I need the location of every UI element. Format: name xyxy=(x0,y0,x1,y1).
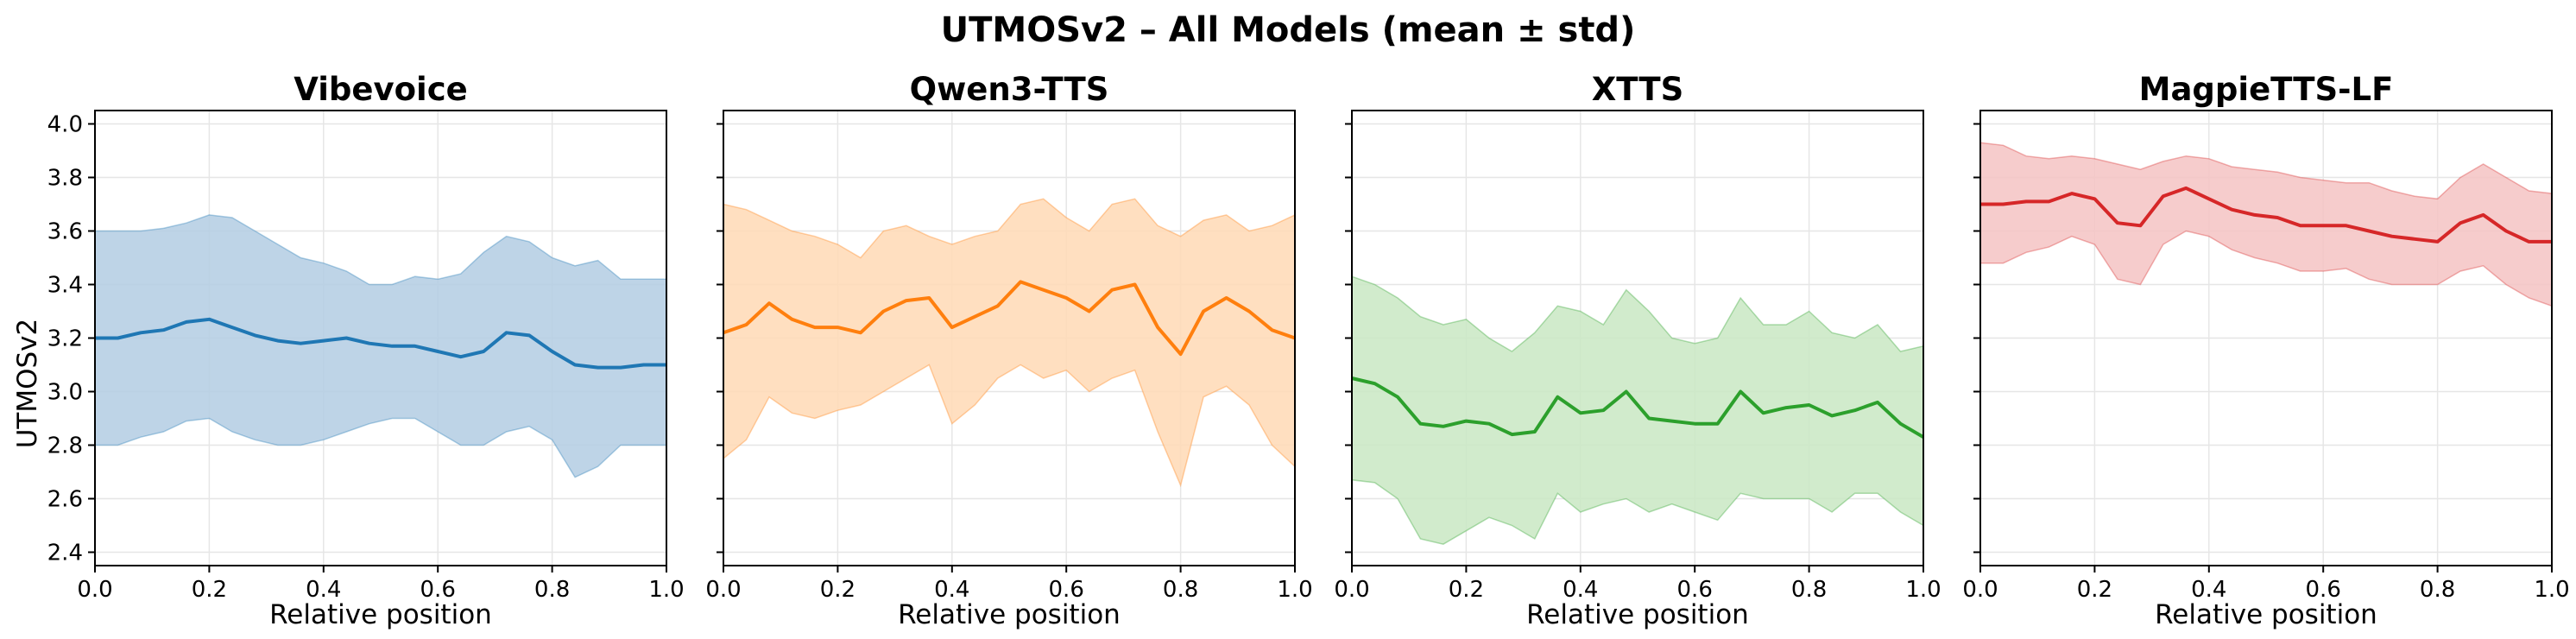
mean-line xyxy=(723,280,1296,357)
x-tick-label: 0.8 xyxy=(2420,577,2455,603)
subplot-title: Vibevoice xyxy=(294,71,468,108)
x-tick-label: 0.6 xyxy=(1677,577,1713,603)
y-tick-label: 3.6 xyxy=(47,219,83,245)
x-tick-label: 0.0 xyxy=(1962,577,1998,603)
x-axis-label: Relative position xyxy=(1526,599,1749,630)
subplots: Vibevoice 0.0 0.2 0.4 0.6 0.8 1.0 Relative posi… xyxy=(47,71,2570,630)
x-tick-label: 0.8 xyxy=(1163,577,1198,603)
y-tick-label: 3.2 xyxy=(47,326,83,352)
x-tick-label: 0.0 xyxy=(1334,577,1369,603)
x-tick-label: 0.2 xyxy=(1449,577,1484,603)
x-tick-label: 0.2 xyxy=(2077,577,2112,603)
x-tick-label: 0.6 xyxy=(2306,577,2341,603)
y-tick-label: 4.0 xyxy=(47,112,83,138)
x-tick-label: 0.8 xyxy=(534,577,570,603)
x-tick-label: 0.0 xyxy=(705,577,741,603)
x-tick-label: 1.0 xyxy=(1905,577,1941,603)
subplot-title: XTTS xyxy=(1592,71,1684,108)
x-axis-label: Relative position xyxy=(269,599,492,630)
subplot-title: MagpieTTS-LF xyxy=(2139,71,2394,108)
mean-line xyxy=(1980,186,2552,244)
x-tick-label: 1.0 xyxy=(2534,577,2569,603)
y-tick-label: 2.8 xyxy=(47,433,83,459)
figure-suptitle: UTMOSv2 – All Models (mean ± std) xyxy=(941,10,1636,50)
y-axis-label: UTMOSv2 xyxy=(12,319,43,449)
y-tick-label: 2.4 xyxy=(47,541,83,566)
x-tick-label: 0.4 xyxy=(2191,577,2226,603)
x-tick-label: 1.0 xyxy=(1277,577,1312,603)
mean-line xyxy=(1351,376,1925,439)
x-tick-label: 1.0 xyxy=(648,577,684,603)
y-tick-label: 3.4 xyxy=(47,273,83,299)
subplot-2: Qwen3-TTS 0.0 0.2 0.4 0.6 0.8 1.0 Relative posi… xyxy=(705,71,1312,630)
x-tick-label: 0.6 xyxy=(1049,577,1084,603)
subplot-3: XTTS 0.0 0.2 0.4 0.6 0.8 1.0 Relative position xyxy=(1334,71,1941,630)
x-tick-label: 0.8 xyxy=(1791,577,1827,603)
x-tick-label: 0.6 xyxy=(420,577,456,603)
x-tick-label: 0.2 xyxy=(192,577,227,603)
x-tick-label: 0.4 xyxy=(934,577,969,603)
subplot-1: Vibevoice 0.0 0.2 0.4 0.6 0.8 1.0 Relative posi… xyxy=(47,71,685,630)
x-axis-label: Relative position xyxy=(2155,599,2377,630)
mean-line xyxy=(95,317,666,370)
y-tick-label: 2.6 xyxy=(47,487,83,513)
x-tick-label: 0.0 xyxy=(77,577,112,603)
y-tick-label: 3.8 xyxy=(47,166,83,192)
y-tick-label: 3.0 xyxy=(47,380,83,406)
x-tick-label: 0.2 xyxy=(820,577,856,603)
subplot-4: MagpieTTS-LF 0.0 0.2 0.4 0.6 0.8 1.0 Relative p… xyxy=(1962,71,2569,630)
x-tick-label: 0.4 xyxy=(306,577,341,603)
subplot-title: Qwen3-TTS xyxy=(910,71,1109,108)
x-tick-label: 0.4 xyxy=(1563,577,1598,603)
x-axis-label: Relative position xyxy=(898,599,1121,630)
